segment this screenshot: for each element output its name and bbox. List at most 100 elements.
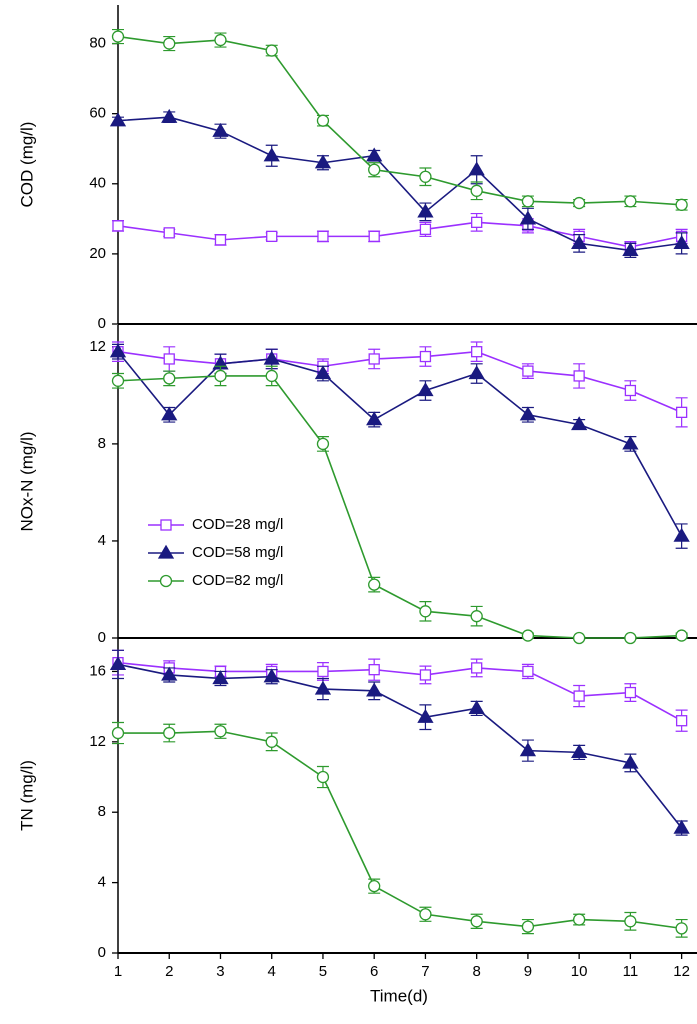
- series-line: [117, 35, 682, 206]
- legend-marker: [160, 519, 172, 531]
- series-line: [117, 350, 682, 414]
- data-point: [417, 382, 434, 397]
- x-axis-label: Time(d): [370, 986, 428, 1005]
- data-point: [366, 682, 383, 697]
- data-point: [368, 879, 381, 893]
- data-point: [109, 656, 127, 671]
- data-point: [522, 365, 534, 377]
- y-tick-label: 4: [98, 874, 106, 891]
- data-point: [622, 754, 639, 769]
- data-point: [266, 230, 278, 243]
- data-point: [417, 203, 434, 218]
- data-point: [573, 631, 586, 645]
- data-point: [675, 198, 688, 211]
- data-point: [212, 122, 229, 137]
- data-point: [317, 230, 329, 243]
- series-line: [117, 116, 682, 252]
- y-tick-label: 20: [89, 245, 106, 262]
- series-line: [117, 375, 682, 639]
- data-point: [471, 662, 483, 674]
- y-tick-label: 12: [89, 733, 106, 750]
- data-point: [470, 610, 483, 623]
- data-point: [468, 700, 485, 715]
- data-point: [111, 726, 125, 740]
- data-point: [109, 112, 127, 127]
- x-tick-label: 5: [319, 963, 327, 980]
- legend-label: COD=58 mg/l: [192, 544, 283, 561]
- data-point: [263, 350, 280, 365]
- data-point: [521, 195, 535, 208]
- data-point: [471, 346, 483, 358]
- data-point: [316, 437, 330, 451]
- legend-marker: [157, 544, 175, 559]
- data-point: [109, 343, 127, 358]
- data-point: [368, 664, 380, 676]
- y-tick-label: 8: [98, 435, 106, 452]
- series-line: [117, 661, 683, 722]
- data-point: [265, 369, 278, 383]
- data-point: [673, 819, 690, 834]
- y-tick-label: 16: [89, 662, 106, 679]
- data-point: [317, 665, 329, 678]
- data-point: [471, 216, 483, 228]
- data-point: [314, 154, 332, 169]
- data-point: [368, 230, 380, 243]
- y-tick-label: 40: [89, 175, 106, 192]
- series-line: [118, 730, 682, 930]
- data-point: [673, 527, 690, 542]
- legend-label: COD=28 mg/l: [192, 516, 283, 533]
- y-axis-label: TN (mg/l): [17, 760, 36, 831]
- data-point: [571, 744, 588, 759]
- data-point: [161, 108, 178, 123]
- y-tick-label: 0: [98, 315, 106, 332]
- data-point: [265, 735, 278, 748]
- data-point: [419, 170, 432, 183]
- data-point: [163, 372, 176, 385]
- x-tick-label: 12: [673, 963, 690, 980]
- x-tick-label: 7: [421, 963, 429, 980]
- data-point: [675, 629, 688, 642]
- data-point: [468, 161, 485, 176]
- series-line: [117, 221, 682, 248]
- data-point: [624, 384, 637, 397]
- y-axis-label: NOx-N (mg/l): [17, 431, 36, 531]
- data-point: [468, 365, 485, 380]
- data-point: [419, 908, 432, 921]
- y-tick-label: 4: [98, 532, 106, 549]
- data-point: [675, 922, 688, 935]
- data-point: [675, 715, 688, 727]
- x-tick-label: 9: [524, 963, 532, 980]
- data-point: [573, 196, 586, 210]
- x-tick-label: 8: [473, 963, 481, 980]
- y-tick-label: 0: [98, 629, 106, 646]
- y-tick-label: 12: [89, 338, 106, 355]
- x-tick-label: 11: [623, 963, 639, 980]
- x-tick-label: 2: [165, 963, 173, 980]
- data-point: [368, 163, 381, 176]
- data-point: [571, 416, 588, 431]
- x-tick-label: 10: [571, 963, 588, 980]
- data-point: [111, 30, 125, 43]
- data-point: [314, 680, 332, 695]
- series-line: [117, 351, 683, 537]
- data-point: [314, 365, 332, 380]
- y-tick-label: 0: [98, 944, 106, 961]
- data-point: [214, 725, 227, 738]
- series-line: [117, 663, 683, 829]
- data-point: [622, 242, 639, 257]
- data-point: [368, 578, 381, 591]
- data-point: [111, 374, 125, 387]
- data-point: [263, 147, 280, 162]
- x-tick-label: 6: [370, 963, 378, 980]
- data-point: [673, 235, 690, 250]
- data-point: [163, 37, 176, 50]
- data-point: [214, 234, 227, 246]
- x-tick-label: 1: [114, 963, 122, 980]
- data-point: [214, 33, 227, 47]
- data-point: [622, 435, 639, 450]
- data-point: [419, 605, 432, 618]
- data-point: [212, 670, 229, 685]
- data-point: [624, 686, 637, 699]
- data-point: [265, 44, 278, 57]
